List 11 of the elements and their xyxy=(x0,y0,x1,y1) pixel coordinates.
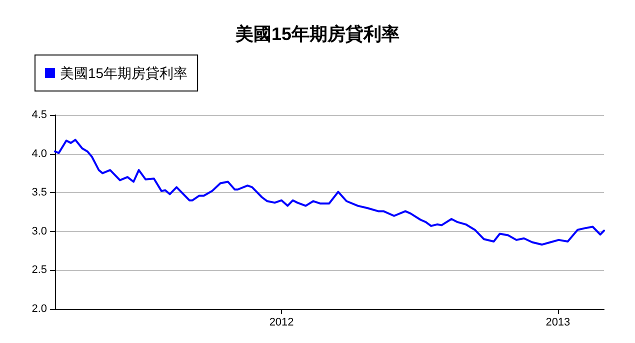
y-tick-label: 3.5 xyxy=(32,186,47,199)
y-tick-label: 2.0 xyxy=(32,303,47,315)
y-tick-label: 4.0 xyxy=(32,148,47,160)
y-tick-label: 2.5 xyxy=(32,264,47,276)
line-series xyxy=(54,138,605,246)
y-tick-label: 4.5 xyxy=(32,109,47,121)
legend-label: 美國15年期房貸利率 xyxy=(60,65,188,81)
x-tick-label: 2013 xyxy=(546,316,570,328)
chart-title: 美國15年期房貸利率 xyxy=(234,24,400,44)
y-tick-label: 3.0 xyxy=(32,225,47,238)
x-tick-label: 2012 xyxy=(269,316,294,328)
